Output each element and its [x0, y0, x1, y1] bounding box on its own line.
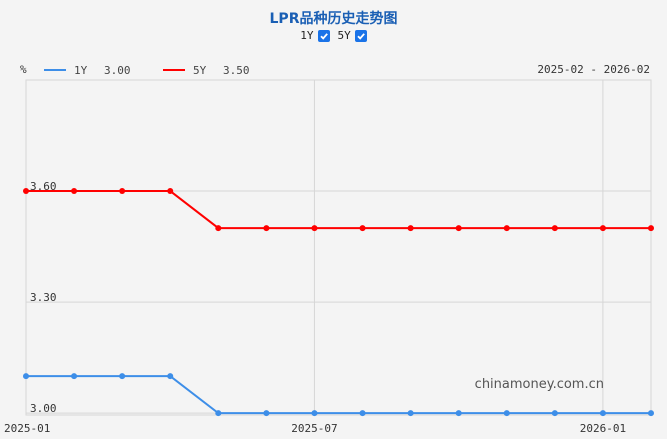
data-point[interactable] — [359, 225, 366, 232]
legend-series-value: 3.00 — [104, 64, 131, 77]
data-point[interactable] — [407, 225, 414, 232]
series-1Y — [23, 373, 654, 417]
checkbox-1y[interactable] — [317, 29, 330, 42]
checkmark-icon — [319, 32, 328, 40]
toggle-1y-label: 1Y — [300, 29, 314, 42]
toggle-5y-label: 5Y — [337, 29, 351, 42]
grid-lines — [25, 79, 652, 416]
data-point[interactable] — [551, 225, 558, 232]
data-point[interactable] — [503, 225, 510, 232]
data-point[interactable] — [23, 188, 29, 195]
legend: 1Y 3.00 5Y 3.50 — [44, 64, 250, 77]
data-point[interactable] — [599, 225, 606, 232]
y-unit-label: % — [20, 63, 27, 76]
data-point[interactable] — [167, 188, 174, 195]
data-point[interactable] — [71, 373, 78, 380]
date-range: 2025-02 - 2026-02 — [537, 63, 650, 76]
y-tick-label: 3.60 — [30, 180, 57, 193]
plot-frame — [25, 79, 652, 416]
legend-series-name: 5Y — [193, 64, 207, 77]
data-point[interactable] — [648, 225, 654, 232]
data-point[interactable] — [359, 410, 366, 417]
data-point[interactable] — [215, 410, 222, 417]
series — [23, 188, 654, 417]
legend-series-name: 1Y — [74, 64, 88, 77]
data-point[interactable] — [455, 410, 462, 417]
data-point[interactable] — [503, 410, 510, 417]
data-point[interactable] — [263, 225, 270, 232]
data-point[interactable] — [215, 225, 222, 232]
series-toggles: 1Y 5Y — [0, 29, 667, 42]
data-point[interactable] — [455, 225, 462, 232]
data-point[interactable] — [119, 373, 126, 380]
watermark: chinamoney.com.cn — [475, 377, 604, 392]
data-point[interactable] — [263, 410, 270, 417]
data-point[interactable] — [599, 410, 606, 417]
chart-title: LPR品种历史走势图 — [269, 11, 398, 27]
x-tick-label: 2025-07 — [291, 422, 337, 435]
y-tick-label: 3.30 — [30, 291, 57, 304]
series-5Y — [23, 188, 654, 232]
data-point[interactable] — [167, 373, 174, 380]
data-point[interactable] — [119, 188, 126, 195]
y-tick-labels: 3.60 3.30 3.00 — [30, 180, 57, 415]
series-line — [26, 375, 651, 415]
checkmark-icon — [357, 32, 365, 40]
checkbox-5y[interactable] — [354, 29, 367, 42]
x-tick-labels: 2025-01 2025-07 2026-01 — [4, 422, 626, 435]
y-tick-label: 3.00 — [30, 402, 57, 415]
x-tick-label: 2026-01 — [580, 422, 626, 435]
toggle-5y[interactable]: 5Y — [338, 29, 367, 42]
data-point[interactable] — [407, 410, 414, 417]
toggle-1y[interactable]: 1Y — [300, 29, 330, 42]
data-point[interactable] — [551, 410, 558, 417]
data-point[interactable] — [311, 410, 318, 417]
x-tick-label: 2025-01 — [4, 422, 50, 435]
data-point[interactable] — [23, 373, 29, 380]
data-point[interactable] — [648, 410, 654, 417]
legend-series-value: 3.50 — [223, 64, 250, 77]
data-point[interactable] — [311, 225, 318, 232]
series-line — [26, 190, 651, 230]
data-point[interactable] — [71, 188, 78, 195]
